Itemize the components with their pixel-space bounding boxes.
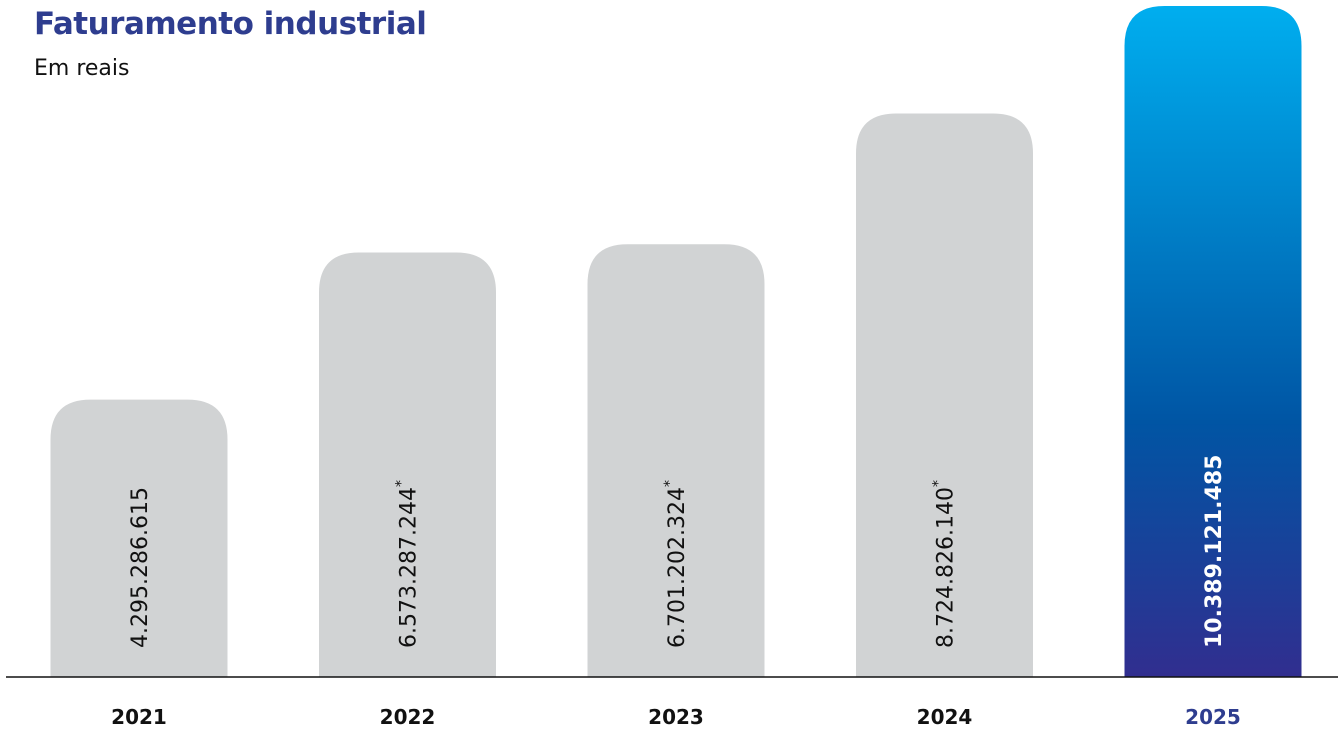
bar-2021 (50, 399, 228, 677)
bar-value-label-2023: 6.701.202.324* (662, 480, 690, 648)
x-tick-label-2022: 2022 (380, 705, 436, 729)
bar-value-label-2024: 8.724.826.140* (931, 480, 959, 648)
bar-value-label-2025: 10.389.121.485 (1202, 455, 1227, 648)
bar-2022 (319, 252, 496, 677)
bar-2025 (1124, 6, 1302, 677)
x-tick-label-2023: 2023 (648, 705, 704, 729)
x-tick-label-2025: 2025 (1185, 705, 1241, 729)
bar-value-label-2022: 6.573.287.244* (394, 480, 422, 648)
x-tick-label-2024: 2024 (917, 705, 973, 729)
bars-layer (50, 6, 1302, 677)
x-tick-label-2021: 2021 (111, 705, 167, 729)
chart-subtitle: Em reais (34, 56, 130, 81)
chart-title: Faturamento industrial (34, 6, 427, 42)
bar-2024 (856, 113, 1033, 677)
bar-2023 (587, 244, 765, 677)
bar-value-label-2021: 4.295.286.615 (128, 487, 153, 648)
labels-layer: 4.295.286.615 2021 6.573.287.244* 2022 6.701… (111, 455, 1241, 729)
